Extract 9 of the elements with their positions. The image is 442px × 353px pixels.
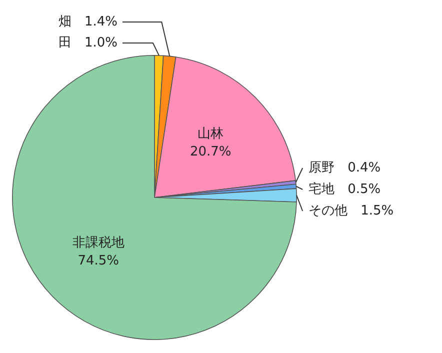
slice-label: 非課税地 — [72, 235, 124, 250]
slice-label: 原野 0.4% — [308, 160, 381, 176]
data-label: 74.5% — [78, 253, 120, 268]
slice-label: 畑 1.4% — [58, 14, 118, 30]
slice-label: 宅地 0.5% — [308, 180, 381, 197]
slice-label: その他 1.5% — [308, 203, 394, 218]
data-label: 20.7% — [190, 144, 232, 160]
slice-label: 田 1.0% — [58, 35, 118, 50]
slice-label: 山林 — [198, 126, 224, 142]
